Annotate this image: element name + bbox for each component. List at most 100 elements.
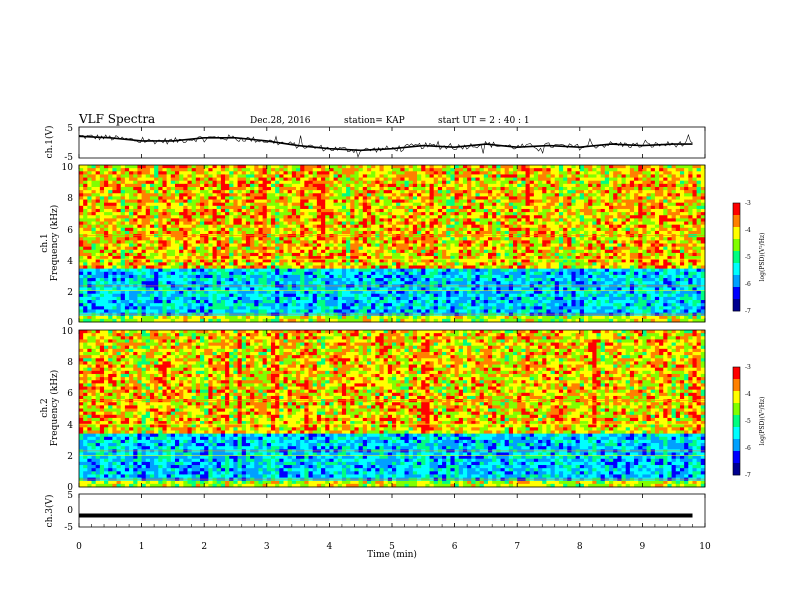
spec1-cell <box>174 274 180 279</box>
spec1-cell <box>245 215 251 219</box>
spec1-cell <box>312 249 318 254</box>
spec1-cell <box>379 306 385 310</box>
spec1-cell <box>425 300 430 304</box>
spec1-cell <box>83 165 88 169</box>
spec1-cell <box>387 246 393 251</box>
spec1-cell <box>462 208 468 213</box>
spec1-cell <box>379 315 385 320</box>
spec1-cell <box>483 281 489 285</box>
spec1-cell <box>166 262 172 266</box>
spec1-cell <box>187 281 193 285</box>
spec1-cell <box>437 240 443 244</box>
spec1-cell <box>341 208 347 213</box>
spec1-cell <box>79 262 84 266</box>
spec1-cell <box>108 262 113 266</box>
spec1-cell <box>312 202 318 207</box>
spec1-cell <box>325 215 330 219</box>
spec1-cell <box>350 268 355 273</box>
spec1-cell <box>366 281 372 285</box>
spec1-cell <box>124 193 130 197</box>
spec1-cell <box>467 240 472 244</box>
spec1-cell <box>383 202 389 207</box>
spec1-cell <box>387 202 393 207</box>
spec1-cell <box>204 278 209 282</box>
spec1-cell <box>258 287 264 291</box>
spec1-cell <box>467 218 472 222</box>
spec1-cell <box>366 186 372 191</box>
spec1-cell <box>329 224 334 229</box>
spec1-cell <box>425 183 430 188</box>
spec1-cell <box>250 205 255 210</box>
spec1-cell <box>229 287 234 291</box>
spec1-cell <box>250 290 255 295</box>
spec1-cell <box>308 271 314 276</box>
spec1-cell <box>341 271 347 276</box>
spec1-cell <box>308 174 314 178</box>
spec1-cell <box>442 306 447 310</box>
spec1-cell <box>475 171 481 175</box>
spec1-cell <box>358 259 364 263</box>
spec1-cell <box>325 290 330 295</box>
spec1-cell <box>87 278 92 282</box>
spec1-cell <box>362 224 368 229</box>
spec1-cell <box>412 300 418 304</box>
spec1-cell <box>341 293 347 298</box>
spec1-cell <box>479 290 485 295</box>
spec1-cell <box>366 183 372 188</box>
spec1-cell <box>487 274 493 279</box>
spec1-cell <box>467 318 472 323</box>
spec1-cell <box>287 265 293 270</box>
spec1-cell <box>275 193 280 197</box>
spec1-cell <box>174 174 180 178</box>
spec1-cell <box>216 318 222 323</box>
spec1-cell <box>316 237 322 241</box>
spec1-cell <box>87 186 92 191</box>
spec1-cell <box>104 202 109 207</box>
spec1-cell <box>291 168 297 172</box>
spec1-cell <box>191 252 197 257</box>
spec1-cell <box>471 215 476 219</box>
spec1-cell <box>275 218 280 222</box>
spec1-cell <box>479 249 485 254</box>
spec1-cell <box>396 227 401 232</box>
spec1-cell <box>241 303 247 307</box>
spec1-cell <box>108 212 113 216</box>
spec1-cell <box>149 190 155 194</box>
spec1-cell <box>137 212 142 216</box>
spec1-cell <box>392 315 397 320</box>
spec1-cell <box>408 243 414 248</box>
spec1-cell <box>421 171 426 175</box>
spec1-cell <box>417 237 422 241</box>
spec1-cell <box>237 196 243 200</box>
spec1-cell <box>124 171 130 175</box>
spec1-cell <box>245 205 251 210</box>
spec1-cell <box>341 186 347 191</box>
spec1-cell <box>216 303 222 307</box>
spec1-cell <box>291 171 297 175</box>
spec1-cell <box>304 243 309 248</box>
spec1-cell <box>124 287 130 291</box>
spec1-cell <box>412 199 418 204</box>
spec1-cell <box>300 303 305 307</box>
spec1-cell <box>95 196 101 200</box>
spec1-cell <box>270 230 276 235</box>
spec1-cell <box>237 165 243 169</box>
spec1-cell <box>245 183 251 188</box>
spec1-cell <box>229 168 234 172</box>
spec1-cell <box>116 293 122 298</box>
spec1-cell <box>233 171 238 175</box>
spec1-cell <box>187 221 193 226</box>
spec1-cell <box>329 212 334 216</box>
spec1-cell <box>162 246 168 251</box>
spec1-cell <box>270 265 276 270</box>
spec1-cell <box>237 274 243 279</box>
spec1-cell <box>492 265 497 270</box>
spec1-cell <box>433 249 439 254</box>
spec1-cell <box>87 208 92 213</box>
spec1-cell <box>124 274 130 279</box>
spec1-cell <box>354 218 360 222</box>
spec1-cell <box>404 190 410 194</box>
spec1-cell <box>387 237 393 241</box>
spec1-cell <box>341 249 347 254</box>
spec1-cell <box>333 193 339 197</box>
